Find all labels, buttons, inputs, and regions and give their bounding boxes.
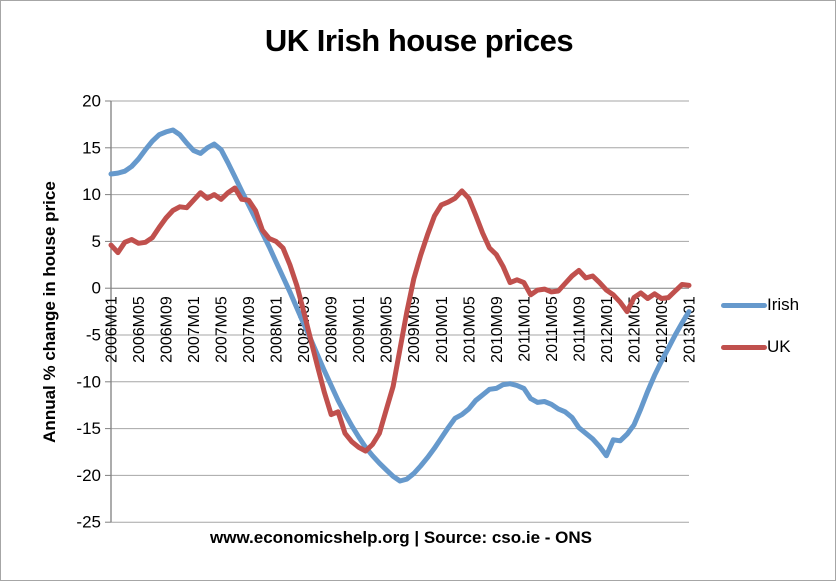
x-tick-label: 2006M01 [104, 296, 121, 363]
series-line-irish [108, 127, 692, 484]
x-tick-label: 2010M09 [489, 296, 506, 363]
x-tick-label: 2009M01 [351, 296, 368, 363]
series-line-uk [108, 185, 692, 454]
legend-item-uk: UK [721, 337, 799, 357]
y-axis-title: Annual % change in house price [40, 181, 59, 443]
legend-label-uk: UK [767, 337, 791, 356]
chart-title: UK Irish house prices [264, 23, 574, 58]
x-tick-label: 2008M01 [269, 296, 286, 363]
x-tick-label: 2007M09 [241, 296, 258, 363]
y-tick-label: 15 [82, 138, 101, 157]
irish-line-swatch [721, 302, 767, 308]
x-tick-label: 2009M05 [379, 296, 396, 363]
legend-item-irish: Irish [721, 295, 799, 315]
y-tick-label: -5 [86, 326, 101, 345]
x-tick-label: 2013M01 [682, 296, 699, 363]
source-caption: www.economicshelp.org | Source: cso.ie -… [210, 528, 592, 547]
x-tick-label: 2010M01 [434, 296, 451, 363]
x-tick-label: 2006M09 [159, 296, 176, 363]
x-tick-label: 2006M05 [131, 296, 148, 363]
y-tick-label: -20 [76, 466, 101, 485]
y-tick-label: -15 [76, 419, 101, 438]
y-tick-label: 5 [92, 232, 101, 251]
x-tick-label: 2011M01 [516, 296, 533, 362]
x-tick-label: 2011M05 [544, 296, 561, 362]
y-tick-label: -25 [76, 513, 101, 532]
x-tick-label: 2012M05 [626, 296, 643, 363]
y-tick-label: -10 [76, 372, 101, 391]
legend-label-irish: Irish [767, 295, 800, 314]
y-tick-label: 20 [82, 92, 101, 111]
y-tick-label: 0 [92, 279, 101, 298]
legend: Irish UK [721, 295, 799, 379]
y-tick-label: 10 [82, 185, 101, 204]
x-tick-label: 2011M09 [571, 296, 588, 362]
x-tick-label: 2010M05 [461, 296, 478, 363]
x-tick-label: 2007M01 [186, 296, 203, 363]
x-tick-label: 2012M01 [599, 296, 616, 363]
x-tick-label: 2008M09 [324, 296, 341, 363]
uk-line-swatch [721, 344, 767, 350]
x-tick-label: 2009M09 [406, 296, 423, 363]
x-tick-label: 2007M05 [214, 296, 231, 363]
